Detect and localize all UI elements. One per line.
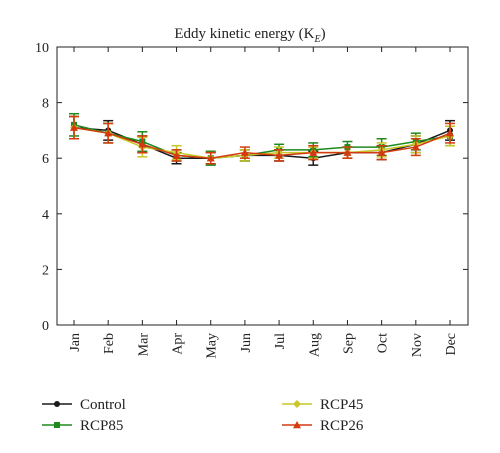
- data-point-rcp26: [309, 148, 318, 156]
- legend-item-rcp45: RCP45: [282, 397, 363, 413]
- x-tick-label: May: [205, 333, 220, 359]
- x-tick-label: Aug: [307, 333, 322, 357]
- y-tick-label: 4: [42, 208, 49, 223]
- legend-label: Control: [80, 397, 126, 413]
- data-point-rcp26: [70, 123, 78, 131]
- y-tick-label: 0: [42, 319, 49, 334]
- series-line-rcp26: [73, 126, 451, 159]
- x-tick-label: Jan: [68, 333, 83, 352]
- legend-marker: [54, 401, 60, 407]
- data-point-rcp26: [138, 140, 147, 148]
- legend-marker: [54, 422, 60, 428]
- data-point-rcp26: [240, 148, 249, 156]
- data-point-rcp26: [104, 129, 113, 137]
- legend-marker: [293, 421, 301, 429]
- data-point-rcp26: [172, 151, 181, 159]
- legend-label: RCP45: [320, 397, 363, 413]
- data-point-rcp26: [343, 148, 352, 156]
- y-axis: 0 2 4 6 8 10: [35, 41, 468, 334]
- data-point-rcp26: [275, 151, 284, 159]
- x-axis: Jan Feb Mar Apr May Jun Jul Aug Sep Oct Nov Dec: [68, 47, 459, 359]
- legend-item-control: Control: [42, 397, 126, 413]
- chart-title-subscript: E: [314, 34, 321, 45]
- series-layer: [69, 112, 455, 166]
- plot-frame: [56, 46, 469, 326]
- chart-title-main: Eddy kinetic energy (K: [174, 26, 314, 42]
- legend-label: RCP85: [80, 418, 123, 434]
- data-point-rcp26: [411, 143, 420, 151]
- y-tick-label: 6: [42, 152, 49, 167]
- y-tick-label: 8: [42, 97, 49, 112]
- chart-title: Eddy kinetic energy (KE): [174, 26, 325, 45]
- legend-label: RCP26: [320, 418, 364, 434]
- y-tick-label: 2: [42, 263, 49, 278]
- legend-item-rcp26: RCP26: [282, 418, 364, 434]
- legend-item-rcp85: RCP85: [42, 418, 123, 434]
- series-rcp26: [69, 115, 455, 165]
- legend: Control RCP85 RCP45 RCP26: [42, 397, 364, 434]
- data-point-rcp26: [377, 148, 386, 156]
- x-tick-label: Dec: [444, 333, 459, 356]
- x-tick-label: Mar: [136, 333, 151, 357]
- chart-title-suffix: ): [321, 26, 326, 42]
- data-point-rcp26: [446, 129, 454, 137]
- x-tick-label: Oct: [376, 333, 391, 353]
- legend-marker: [293, 400, 301, 408]
- x-tick-label: Jun: [239, 333, 254, 352]
- y-tick-label: 10: [35, 41, 49, 56]
- series-line-rcp85: [73, 124, 451, 159]
- series-rcp45: [69, 115, 455, 165]
- data-point-rcp26: [206, 154, 215, 162]
- x-tick-label: Sep: [341, 333, 356, 354]
- x-tick-label: Nov: [410, 333, 425, 357]
- x-tick-label: Feb: [102, 333, 117, 354]
- x-tick-label: Apr: [171, 333, 186, 355]
- x-tick-label: Jul: [273, 333, 288, 349]
